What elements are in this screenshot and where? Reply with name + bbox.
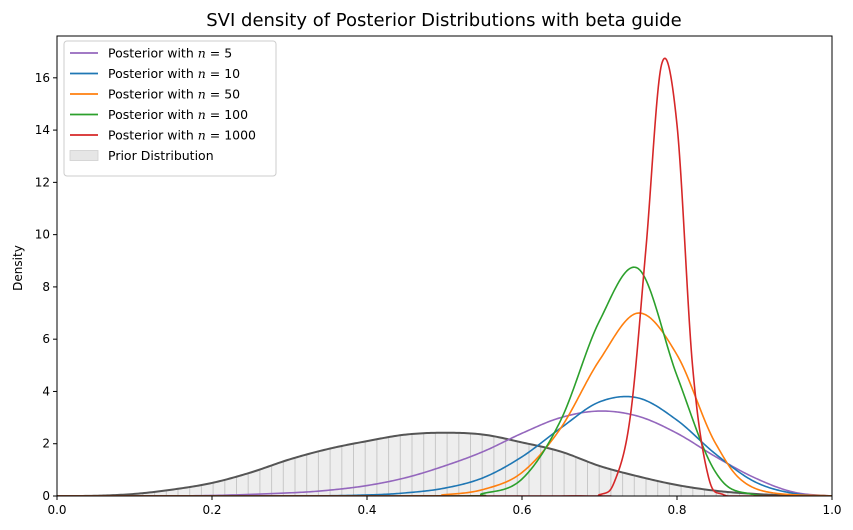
- prior-outline: [57, 431, 832, 496]
- chart-title: SVI density of Posterior Distributions w…: [206, 10, 682, 31]
- series-line-3: [57, 312, 832, 496]
- legend-swatch-prior: [69, 150, 99, 161]
- x-tick-label: 0.0: [47, 503, 66, 517]
- legend-entry-label: Posterior with n = 5: [108, 46, 232, 61]
- x-axis: 0.0 0.2 0.4 0.6 0.8 1.0: [47, 496, 842, 517]
- legend-entry-label: Posterior with n = 50: [108, 87, 240, 102]
- y-axis: 0 2 4 6 8 10 12 14 16: [35, 71, 57, 503]
- plot-frame: [56, 35, 833, 497]
- y-tick-label: 6: [42, 332, 50, 346]
- y-tick-label: 8: [42, 280, 50, 294]
- y-tick-label: 4: [42, 384, 50, 398]
- y-tick-label: 14: [35, 123, 50, 137]
- y-tick-label: 10: [35, 228, 50, 242]
- legend-entry-label: Posterior with n = 1000: [108, 128, 256, 143]
- y-tick-label: 16: [35, 71, 50, 85]
- y-axis-label: Density: [11, 245, 25, 291]
- x-tick-label: 1.0: [822, 503, 841, 517]
- x-tick-label: 0.8: [667, 503, 686, 517]
- legend-entry-label: Posterior with n = 100: [108, 107, 248, 122]
- prior-fill: [57, 432, 832, 496]
- series-line-5: [57, 57, 832, 496]
- x-tick-label: 0.6: [512, 503, 531, 517]
- legend-entry-label: Posterior with n = 10: [108, 66, 240, 81]
- y-tick-label: 12: [35, 175, 50, 189]
- legend-box: [63, 40, 277, 177]
- y-tick-label: 2: [42, 437, 50, 451]
- legend: Posterior with n = 5 Posterior with n = 1…: [63, 40, 277, 177]
- series-line-1: [57, 410, 832, 496]
- legend-entry-label: Prior Distribution: [108, 148, 214, 163]
- series-layer: [57, 57, 832, 496]
- y-tick-label: 0: [42, 489, 50, 503]
- x-tick-label: 0.4: [357, 503, 376, 517]
- x-tick-label: 0.2: [202, 503, 221, 517]
